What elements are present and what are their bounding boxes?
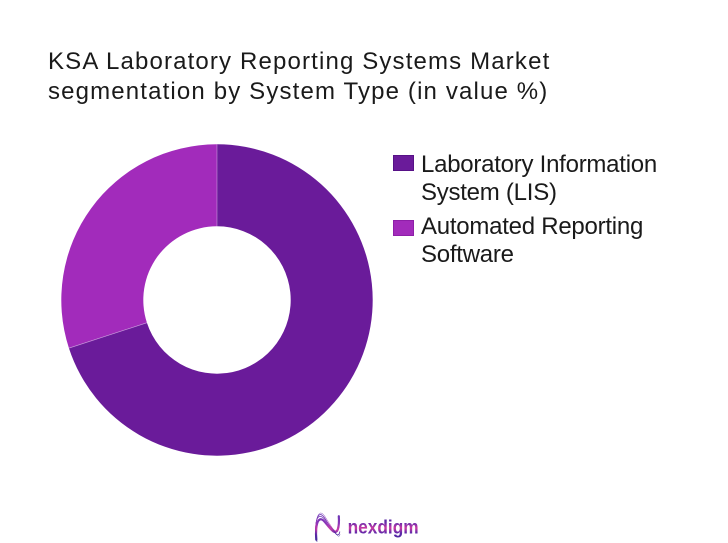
svg-text:nexdigm: nexdigm <box>348 517 419 539</box>
